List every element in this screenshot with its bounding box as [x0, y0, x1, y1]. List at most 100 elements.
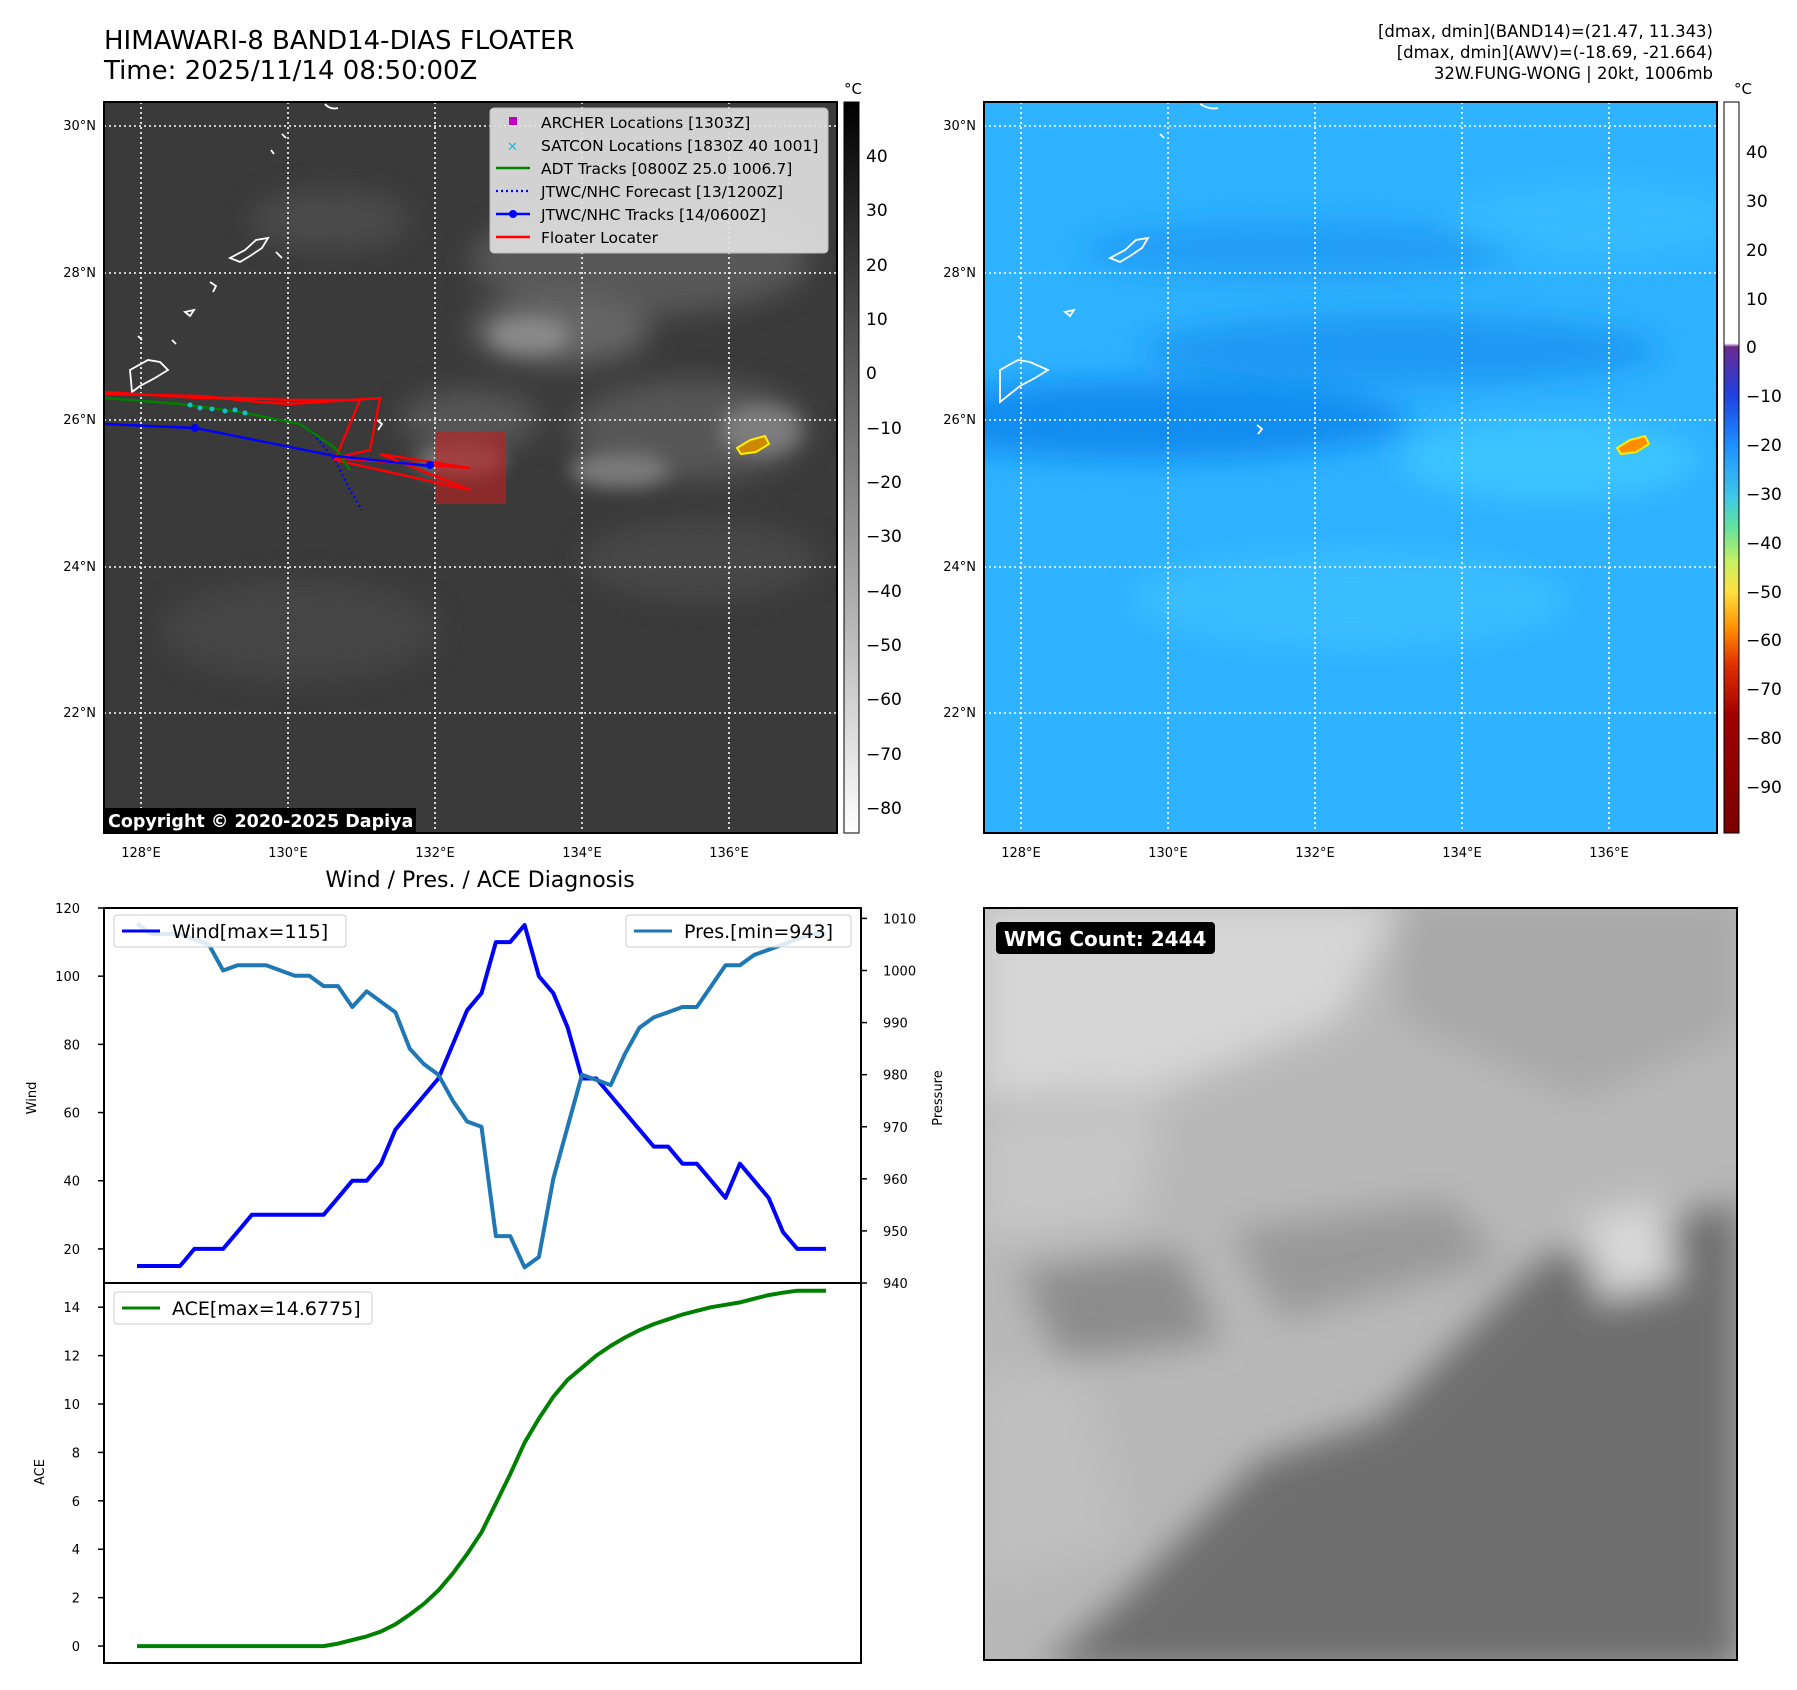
ace-tick-label: 10 [63, 1398, 80, 1413]
colorbar-tick: −30 [1746, 485, 1782, 505]
colorbar-unit: °C [1734, 80, 1752, 98]
left-map-panel: 128°E 130°E 132°E 134°E 136°E 30°N 28°N … [63, 80, 1782, 861]
lon-label: 128°E [121, 846, 161, 861]
pressure-tick-label: 980 [883, 1069, 908, 1084]
ace-tick-label: 0 [72, 1640, 80, 1655]
colorbar-tick: −50 [866, 636, 902, 656]
left-lon-labels: 128°E 130°E 132°E 134°E 136°E [121, 846, 749, 861]
wind-axis-label: Wind [25, 1082, 40, 1115]
pressure-tick-label: 1010 [883, 912, 916, 927]
colorbar-tick: 10 [866, 310, 888, 330]
left-lat-labels: 30°N 28°N 26°N 24°N 22°N [63, 119, 96, 721]
pressure-tick-label: 970 [883, 1121, 908, 1136]
pressure-tick-label: 950 [883, 1225, 908, 1240]
floater-track [104, 390, 471, 492]
wind-tick-label: 80 [63, 1038, 80, 1053]
satcon-points [187, 402, 248, 416]
lon-label: 136°E [1589, 846, 1629, 861]
colorbar-tick: −70 [1746, 680, 1782, 700]
lat-label: 30°N [943, 119, 976, 134]
colorbar-tick: 20 [1746, 241, 1768, 261]
legend-label: JTWC/NHC Tracks [14/0600Z] [540, 206, 766, 224]
colorbar-tick: 0 [866, 364, 877, 384]
ace-legend: ACE[max=14.6775] [113, 1291, 373, 1325]
info-awv: [dmax, dmin](AWV)=(-18.69, -21.664) [1396, 43, 1713, 62]
ace-tick-label: 6 [72, 1495, 80, 1510]
figure-title: HIMAWARI-8 BAND14-DIAS FLOATER [104, 26, 575, 56]
colorbar-tick: −50 [1746, 583, 1782, 603]
colorbar-tick: −20 [1746, 436, 1782, 456]
colorbar-tick: −20 [866, 473, 902, 493]
colorbar-tick: −60 [866, 690, 902, 710]
pressure-line [135, 921, 826, 1270]
ace-line [137, 1288, 826, 1649]
colorbar-tick: −10 [1746, 387, 1782, 407]
lat-label: 22°N [63, 706, 96, 721]
colorbar-tick: −80 [1746, 729, 1782, 749]
colorbar-tick: 40 [1746, 143, 1768, 163]
figure-time: Time: 2025/11/14 08:50:00Z [104, 56, 478, 86]
adt-track [104, 396, 351, 471]
colorbar-tick: −30 [866, 527, 902, 547]
left-coastlines [129, 103, 384, 431]
info-band14: [dmax, dmin](BAND14)=(21.47, 11.343) [1377, 22, 1713, 41]
wind-tick-label: 20 [63, 1243, 80, 1258]
right-colorbar: °C 40 30 20 10 0 −10 −20 −30 −40 −50 −60… [1723, 80, 1782, 834]
colorbar-tick: 10 [1746, 290, 1768, 310]
ace-tick-label: 4 [72, 1543, 80, 1558]
lon-label: 132°E [1295, 846, 1335, 861]
legend-label: ARCHER Locations [1303Z] [541, 114, 750, 132]
info-storm: 32W.FUNG-WONG | 20kt, 1006mb [1433, 64, 1713, 83]
ace-tick-label: 12 [63, 1350, 80, 1365]
wind-tick-label: 100 [55, 970, 80, 985]
diagnosis-chart: Wind / Pres. / ACE Diagnosis Wind Pressu… [25, 868, 946, 1664]
lat-label: 30°N [63, 119, 96, 134]
colorbar-tick: −70 [866, 745, 902, 765]
lat-label: 26°N [63, 413, 96, 428]
right-lon-labels: 128°E 130°E 132°E 134°E 136°E [1001, 846, 1629, 861]
colorbar-tick: 30 [1746, 192, 1768, 212]
colorbar-unit: °C [844, 80, 862, 98]
pressure-tick-label: 1000 [883, 965, 916, 980]
lon-label: 132°E [415, 846, 455, 861]
lat-label: 22°N [943, 706, 976, 721]
archer-marker [509, 117, 517, 125]
jtwc-point [191, 424, 199, 432]
pressure-axis-label: Pressure [931, 1070, 946, 1126]
pressure-tick-label: 990 [883, 1017, 908, 1032]
lon-label: 134°E [1442, 846, 1482, 861]
ace-tick-label: 14 [63, 1301, 80, 1316]
colorbar-tick: 20 [866, 256, 888, 276]
colorbar-tick: −80 [866, 799, 902, 819]
lat-label: 26°N [943, 413, 976, 428]
legend-label: ADT Tracks [0800Z 25.0 1006.7] [541, 160, 792, 178]
colorbar-tick: −40 [1746, 534, 1782, 554]
lon-label: 130°E [1148, 846, 1188, 861]
lon-label: 134°E [562, 846, 602, 861]
copyright-text: Copyright © 2020-2025 Dapiya [108, 812, 413, 832]
right-map-panel [984, 102, 1717, 833]
lon-label: 130°E [268, 846, 308, 861]
ace-tick-label: 8 [72, 1446, 80, 1461]
ace-legend-label: ACE[max=14.6775] [172, 1298, 361, 1320]
legend-label: SATCON Locations [1830Z 40 1001] [541, 137, 818, 155]
right-lat-labels: 30°N 28°N 26°N 24°N 22°N [943, 119, 976, 721]
lat-label: 24°N [943, 560, 976, 575]
wind-tick-label: 60 [63, 1107, 80, 1122]
lat-label: 28°N [943, 266, 976, 281]
satcon-marker: ✕ [507, 140, 518, 155]
wind-pressure-plot: 20 40 60 80 100 120 940 950 960 970 980 990 1000 1010 [55, 902, 916, 1292]
wind-line [137, 923, 826, 1268]
ace-tick-label: 2 [72, 1592, 80, 1607]
colorbar-tick: −40 [866, 582, 902, 602]
wind-tick-label: 40 [63, 1175, 80, 1190]
jtwc-forecast [309, 429, 363, 511]
wmg-count-label: WMG Count: 2444 [1004, 927, 1206, 951]
colorbar-tick: −60 [1746, 631, 1782, 651]
jtwc-point [426, 461, 434, 469]
lon-label: 136°E [709, 846, 749, 861]
colorbar-tick: −90 [1746, 778, 1782, 798]
floater-box [435, 432, 506, 504]
ace-plot: 0 2 4 6 8 10 12 14 [63, 1288, 826, 1655]
legend-label: Floater Locater [541, 229, 659, 247]
